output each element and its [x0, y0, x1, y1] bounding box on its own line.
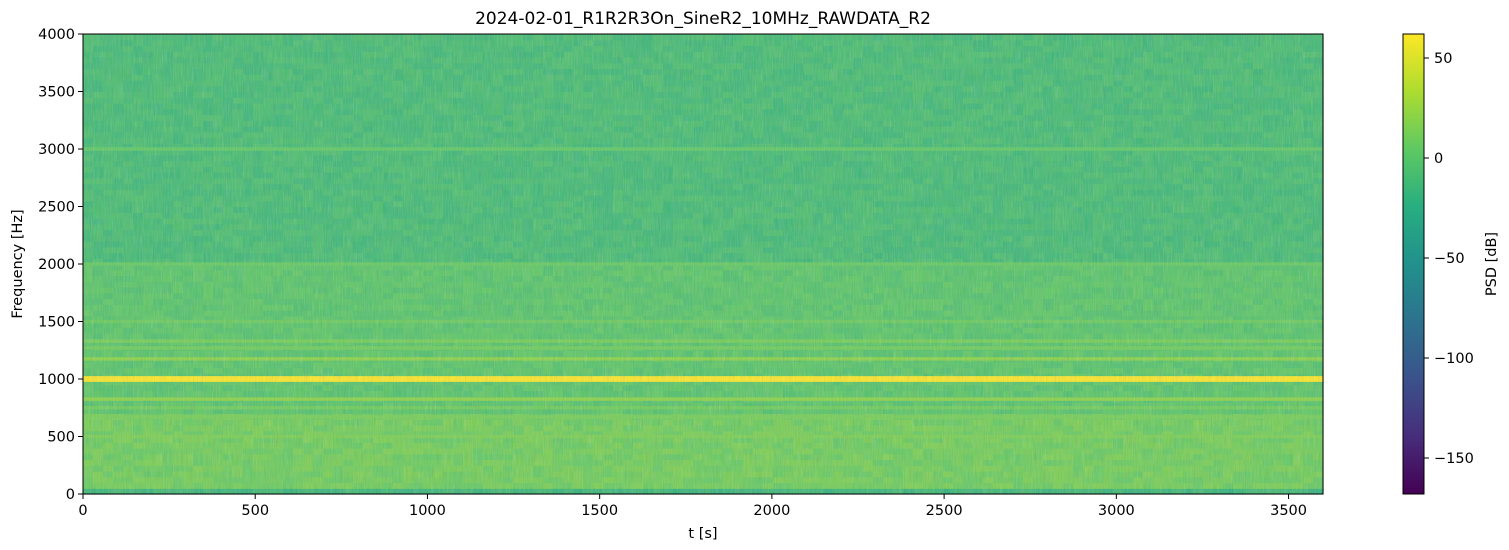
plot-area: [82, 33, 1324, 495]
chart-title: 2024-02-01_R1R2R3On_SineR2_10MHz_RAWDATA…: [475, 9, 931, 29]
